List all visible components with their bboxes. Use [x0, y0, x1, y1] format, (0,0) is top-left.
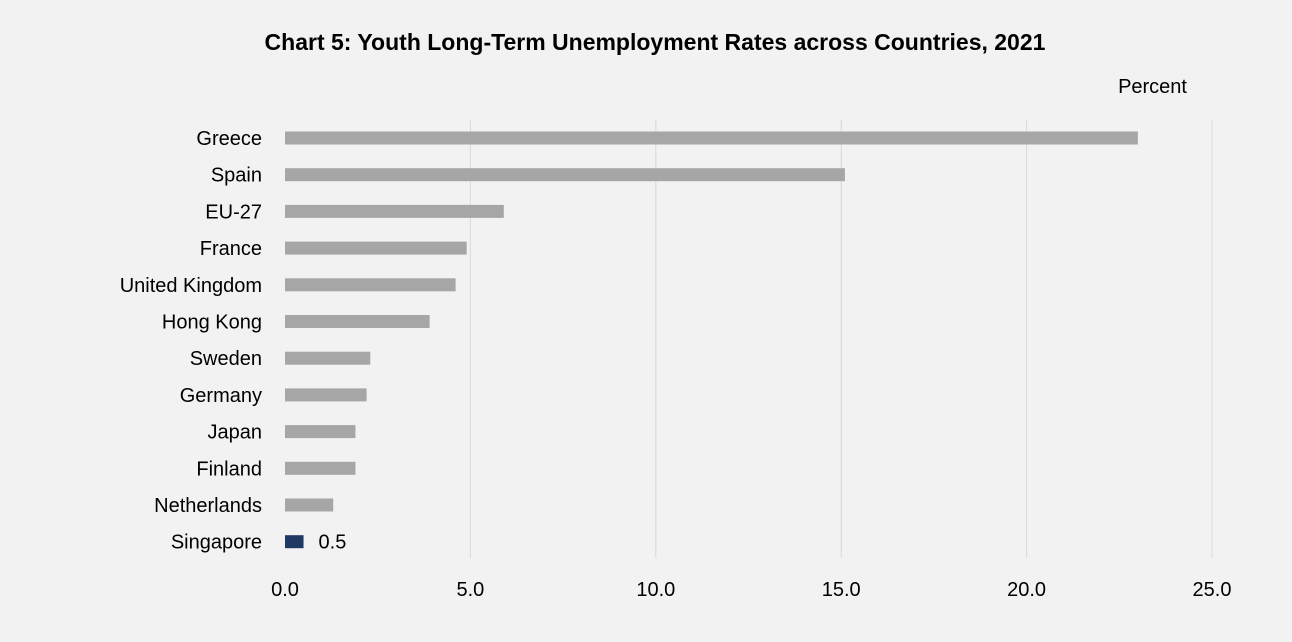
bar-finland — [285, 461, 356, 475]
bar-united-kingdom — [285, 278, 456, 292]
bar-greece — [285, 131, 1138, 145]
category-label-spain: Spain — [211, 165, 262, 187]
bar-netherlands — [285, 498, 334, 512]
unit-label: Percent — [1118, 76, 1187, 98]
category-label-netherlands: Netherlands — [154, 495, 262, 517]
category-label-united-kingdom: United Kingdom — [120, 275, 262, 297]
category-label-germany: Germany — [180, 385, 262, 407]
category-label-singapore: Singapore — [171, 532, 262, 554]
category-label-france: France — [200, 238, 262, 260]
data-labels: 0.5 — [319, 532, 347, 554]
x-tick-label-5-0: 5.0 — [456, 579, 484, 601]
x-tick-label-25-0: 25.0 — [1193, 579, 1232, 601]
category-label-greece: Greece — [196, 128, 262, 150]
x-tick-label-0-0: 0.0 — [271, 579, 299, 601]
x-tick-label-20-0: 20.0 — [1007, 579, 1046, 601]
category-label-hong-kong: Hong Kong — [162, 312, 262, 334]
x-axis-tick-labels: 0.0 5.0 10.0 15.0 20.0 25.0 — [271, 579, 1231, 601]
bar-hong-kong — [285, 315, 430, 328]
x-tick-label-15-0: 15.0 — [822, 579, 861, 601]
x-tick-label-10-0: 10.0 — [636, 579, 675, 601]
gridlines — [469, 120, 1213, 558]
category-label-sweden: Sweden — [190, 348, 262, 370]
category-label-japan: Japan — [208, 422, 263, 444]
bar-eu-27 — [285, 204, 504, 218]
bars — [285, 131, 1138, 549]
bar-spain — [285, 168, 845, 182]
bar-sweden — [285, 351, 371, 365]
bar-singapore — [285, 535, 304, 549]
bar-france — [285, 241, 467, 255]
chart-title: Chart 5: Youth Long-Term Unemployment Ra… — [265, 29, 1046, 55]
bar-germany — [285, 388, 367, 402]
category-label-eu-27: EU-27 — [205, 201, 262, 223]
bar-japan — [285, 425, 356, 439]
category-label-finland: Finland — [196, 458, 262, 480]
data-label-singapore: 0.5 — [319, 532, 347, 554]
category-labels: Greece Spain EU-27 France United Kingdom Hong… — [120, 128, 262, 554]
